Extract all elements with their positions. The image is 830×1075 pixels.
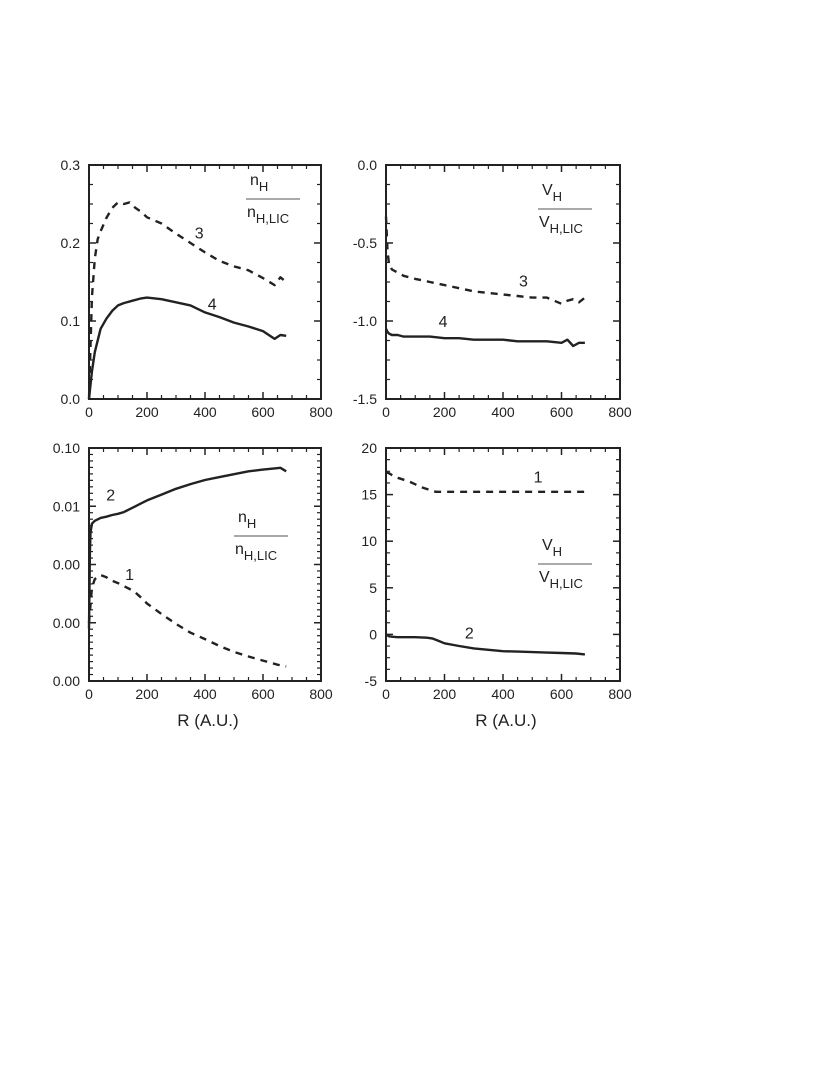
curve-label-4: 4 [208, 296, 217, 313]
series-line-1 [385, 471, 585, 493]
y-tick-label: -1.0 [353, 313, 377, 329]
y-tick-label: -5 [365, 673, 378, 689]
curve-label-3: 3 [519, 274, 528, 291]
curve-label-2: 2 [465, 626, 474, 643]
plot-frame [88, 164, 322, 400]
ratio-legend: VH VH,LIC [538, 182, 592, 236]
x-tick-label: 200 [135, 404, 159, 420]
x-tick-label: 600 [550, 686, 574, 702]
ratio-legend: nH nH,LIC [234, 509, 288, 563]
curve-label-1: 1 [534, 469, 543, 486]
y-tick-label: 0.0 [61, 391, 81, 407]
x-tick-label: 400 [193, 404, 217, 420]
y-tick-label: 10 [361, 533, 377, 549]
ratio-legend: VH VH,LIC [538, 537, 592, 591]
series-line-2 [87, 466, 287, 629]
y-tick-label: 15 [361, 487, 377, 503]
x-tick-label: 200 [433, 686, 457, 702]
series-line-1 [87, 573, 287, 668]
ratio-denominator: nH,LIC [235, 541, 277, 563]
series-line-3 [87, 201, 287, 400]
x-tick-label: 0 [85, 686, 93, 702]
series-line-2 [385, 633, 586, 656]
y-tick-label: 0.01 [53, 498, 80, 514]
y-tick-label: 0 [369, 626, 377, 642]
ratio-numerator: nH [238, 509, 256, 531]
series-line-4 [87, 296, 287, 400]
y-tick-label: 0.00 [53, 557, 80, 573]
x-tick-label: 0 [382, 404, 390, 420]
x-tick-label: 400 [491, 404, 515, 420]
y-tick-label: -1.5 [353, 391, 377, 407]
curve-label-3: 3 [195, 225, 204, 242]
x-tick-label: 600 [251, 404, 275, 420]
ratio-numerator: VH [542, 182, 562, 204]
x-tick-label: 200 [433, 404, 457, 420]
curve-label-1: 1 [125, 567, 134, 584]
x-tick-label: 200 [135, 686, 159, 702]
y-tick-label: 0.00 [53, 673, 80, 689]
y-tick-label: 0.0 [358, 157, 378, 173]
series-line-3 [384, 216, 586, 305]
x-axis-title: R (A.U.) [177, 711, 238, 730]
y-tick-label: 0.2 [61, 235, 81, 251]
x-tick-label: 0 [382, 686, 390, 702]
y-tick-label: 20 [361, 440, 377, 456]
y-tick-label: 5 [369, 580, 377, 596]
x-tick-label: 600 [550, 404, 574, 420]
x-tick-label: 800 [608, 404, 632, 420]
x-tick-label: 400 [193, 686, 217, 702]
ratio-denominator: VH,LIC [539, 214, 583, 236]
x-tick-label: 800 [309, 686, 333, 702]
y-tick-label: 0.3 [61, 157, 81, 173]
x-tick-label: 400 [491, 686, 515, 702]
ratio-numerator: nH [250, 172, 268, 194]
y-tick-label: 0.1 [61, 313, 81, 329]
ratio-denominator: nH,LIC [247, 204, 289, 226]
curve-label-2: 2 [106, 487, 115, 504]
x-tick-label: 800 [608, 686, 632, 702]
chart-panel-3: 0 200 400 600 800 0.00 0.00 0.00 0.01 0.10 R (A.U.… [53, 440, 333, 730]
x-tick-label: 0 [85, 404, 93, 420]
ratio-numerator: VH [542, 537, 562, 559]
x-tick-label: 800 [309, 404, 333, 420]
series-line-4 [384, 328, 585, 348]
y-tick-label: 0.10 [53, 440, 80, 456]
plot-frame [88, 447, 322, 682]
y-tick-label: -0.5 [353, 235, 377, 251]
x-tick-label: 600 [251, 686, 275, 702]
x-axis-title: R (A.U.) [475, 711, 536, 730]
plot-frame [385, 164, 621, 400]
curve-label-4: 4 [439, 314, 448, 331]
ratio-denominator: VH,LIC [539, 569, 583, 591]
ratio-legend: nH nH,LIC [246, 172, 300, 226]
y-tick-label: 0.00 [53, 615, 80, 631]
chart-panel-2: 0 200 400 600 800 -1.5 -1.0 -0.5 0.0 3 4 VH VH,LIC [353, 157, 632, 420]
chart-panel-1: 0 200 400 600 800 0.0 0.1 0.2 0.3 3 4 nH nH,LIC [61, 157, 333, 420]
